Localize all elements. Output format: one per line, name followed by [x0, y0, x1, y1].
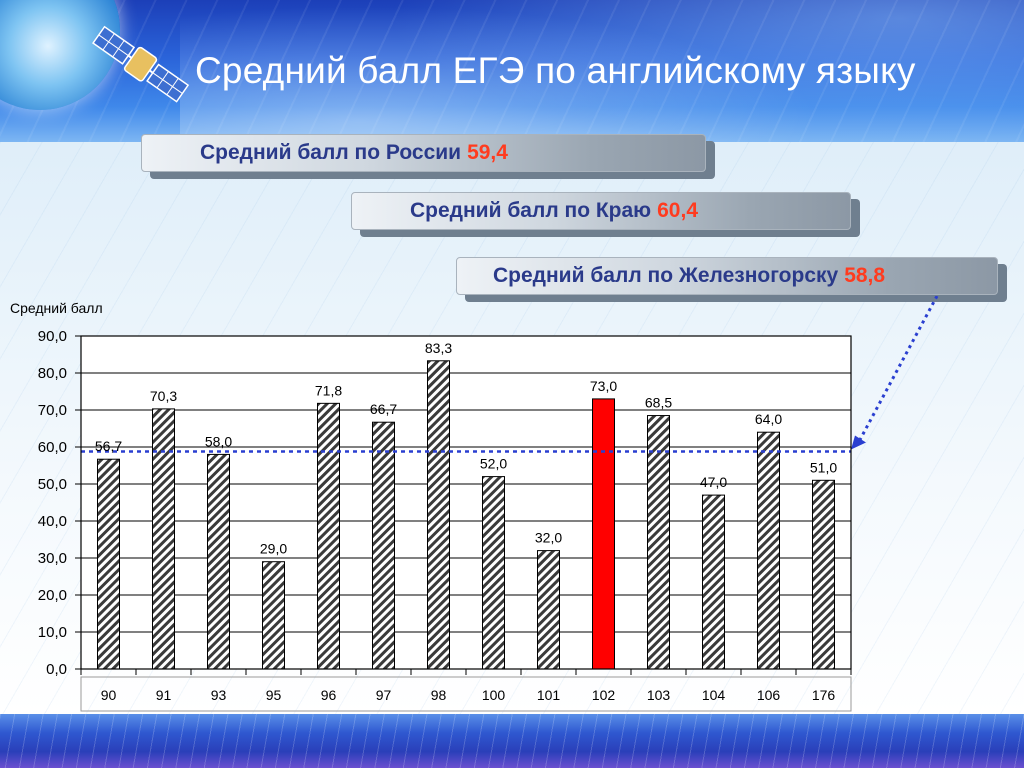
value-label: 64,0: [755, 411, 782, 427]
x-tick-label: 102: [592, 687, 616, 703]
bar: [702, 494, 725, 670]
stat-box-face: Средний балл по России 59,4: [141, 134, 706, 172]
stat-box-face: Средний балл по Железногорску 58,8: [456, 257, 998, 295]
bar: [152, 408, 175, 670]
bar: [427, 360, 450, 670]
x-tick-label: 103: [647, 687, 671, 703]
bar: [647, 415, 670, 670]
bar-chart: 0,0 10,0 20,0 30,0 40,0 50,0 60,0 70,0 80,0 90,0 С…: [10, 296, 939, 712]
y-tick-label: 20,0: [38, 587, 67, 604]
stat-label-russia: Средний балл по России: [200, 141, 462, 164]
bar: [482, 476, 505, 670]
x-tick-label: 176: [812, 687, 836, 703]
value-label: 32,0: [535, 530, 562, 546]
bar: [207, 453, 230, 670]
x-tick-label: 93: [211, 687, 227, 703]
x-tick-label: 100: [482, 687, 506, 703]
bar: [97, 458, 120, 670]
stat-label-zheleznogorsk: Средний балл по Железногорску: [493, 264, 839, 287]
y-tick-label: 80,0: [38, 365, 67, 382]
stat-value-russia: 59,4: [467, 141, 508, 164]
satellite-icon: [92, 25, 190, 103]
x-tick-label: 98: [431, 687, 447, 703]
value-label: 73,0: [590, 378, 617, 394]
x-tick-label: 104: [702, 687, 726, 703]
bar: [372, 421, 395, 670]
value-label: 47,0: [700, 474, 727, 490]
x-tick-label: 101: [537, 687, 561, 703]
value-label: 52,0: [480, 456, 507, 472]
bar: [812, 479, 835, 670]
x-tick-label: 95: [266, 687, 282, 703]
value-label: 71,8: [315, 382, 342, 398]
y-tick-label: 70,0: [38, 402, 67, 419]
y-tick-label: 10,0: [38, 624, 67, 641]
slide-title: Средний балл ЕГЭ по английскому языку: [195, 50, 916, 91]
value-label: 56,7: [95, 438, 122, 454]
x-axis-table: [80, 676, 852, 712]
value-label: 51,0: [810, 459, 837, 475]
stat-box-face: Средний балл по Краю 60,4: [351, 192, 851, 230]
header-band: [0, 0, 1024, 142]
value-label: 29,0: [260, 541, 287, 557]
y-tick-label: 90,0: [38, 328, 67, 345]
pointer-arrow: [856, 296, 939, 445]
bar: [317, 402, 340, 670]
x-tick-label: 97: [376, 687, 392, 703]
y-tick-label: 50,0: [38, 476, 67, 493]
pointer-arrow-head: [851, 435, 866, 450]
y-tick-label: 0,0: [46, 661, 67, 678]
bar-highlighted: [592, 398, 615, 670]
bar: [757, 431, 780, 670]
stat-box-krai: Средний балл по Краю 60,4: [351, 192, 860, 237]
footer-band: [0, 714, 1024, 768]
chart-area: 0,0 10,0 20,0 30,0 40,0 50,0 60,0 70,0 80,0 90,0 С…: [0, 296, 1024, 716]
y-axis-label: Средний балл: [10, 300, 103, 316]
stat-box-zheleznogorsk: Средний балл по Железногорску 58,8: [456, 257, 1007, 302]
value-label: 83,3: [425, 340, 452, 356]
bar: [537, 550, 560, 670]
stat-value-krai: 60,4: [657, 199, 698, 222]
y-tick-label: 40,0: [38, 513, 67, 530]
bar: [262, 561, 285, 670]
stat-value-zheleznogorsk: 58,8: [844, 264, 886, 287]
value-label: 58,0: [205, 433, 232, 449]
x-tick-label: 90: [101, 687, 117, 703]
x-tick-label: 96: [321, 687, 337, 703]
value-label: 68,5: [645, 395, 672, 411]
plot-frame: [80, 335, 852, 670]
value-label: 66,7: [370, 401, 397, 417]
x-tick-label: 91: [156, 687, 172, 703]
x-tick-label: 106: [757, 687, 781, 703]
stat-label-krai: Средний балл по Краю: [410, 199, 652, 222]
plot-background: [81, 336, 851, 669]
stat-box-russia: Средний балл по России 59,4: [141, 134, 715, 179]
value-label: 70,3: [150, 388, 177, 404]
y-tick-label: 60,0: [38, 439, 67, 456]
y-tick-label: 30,0: [38, 550, 67, 567]
